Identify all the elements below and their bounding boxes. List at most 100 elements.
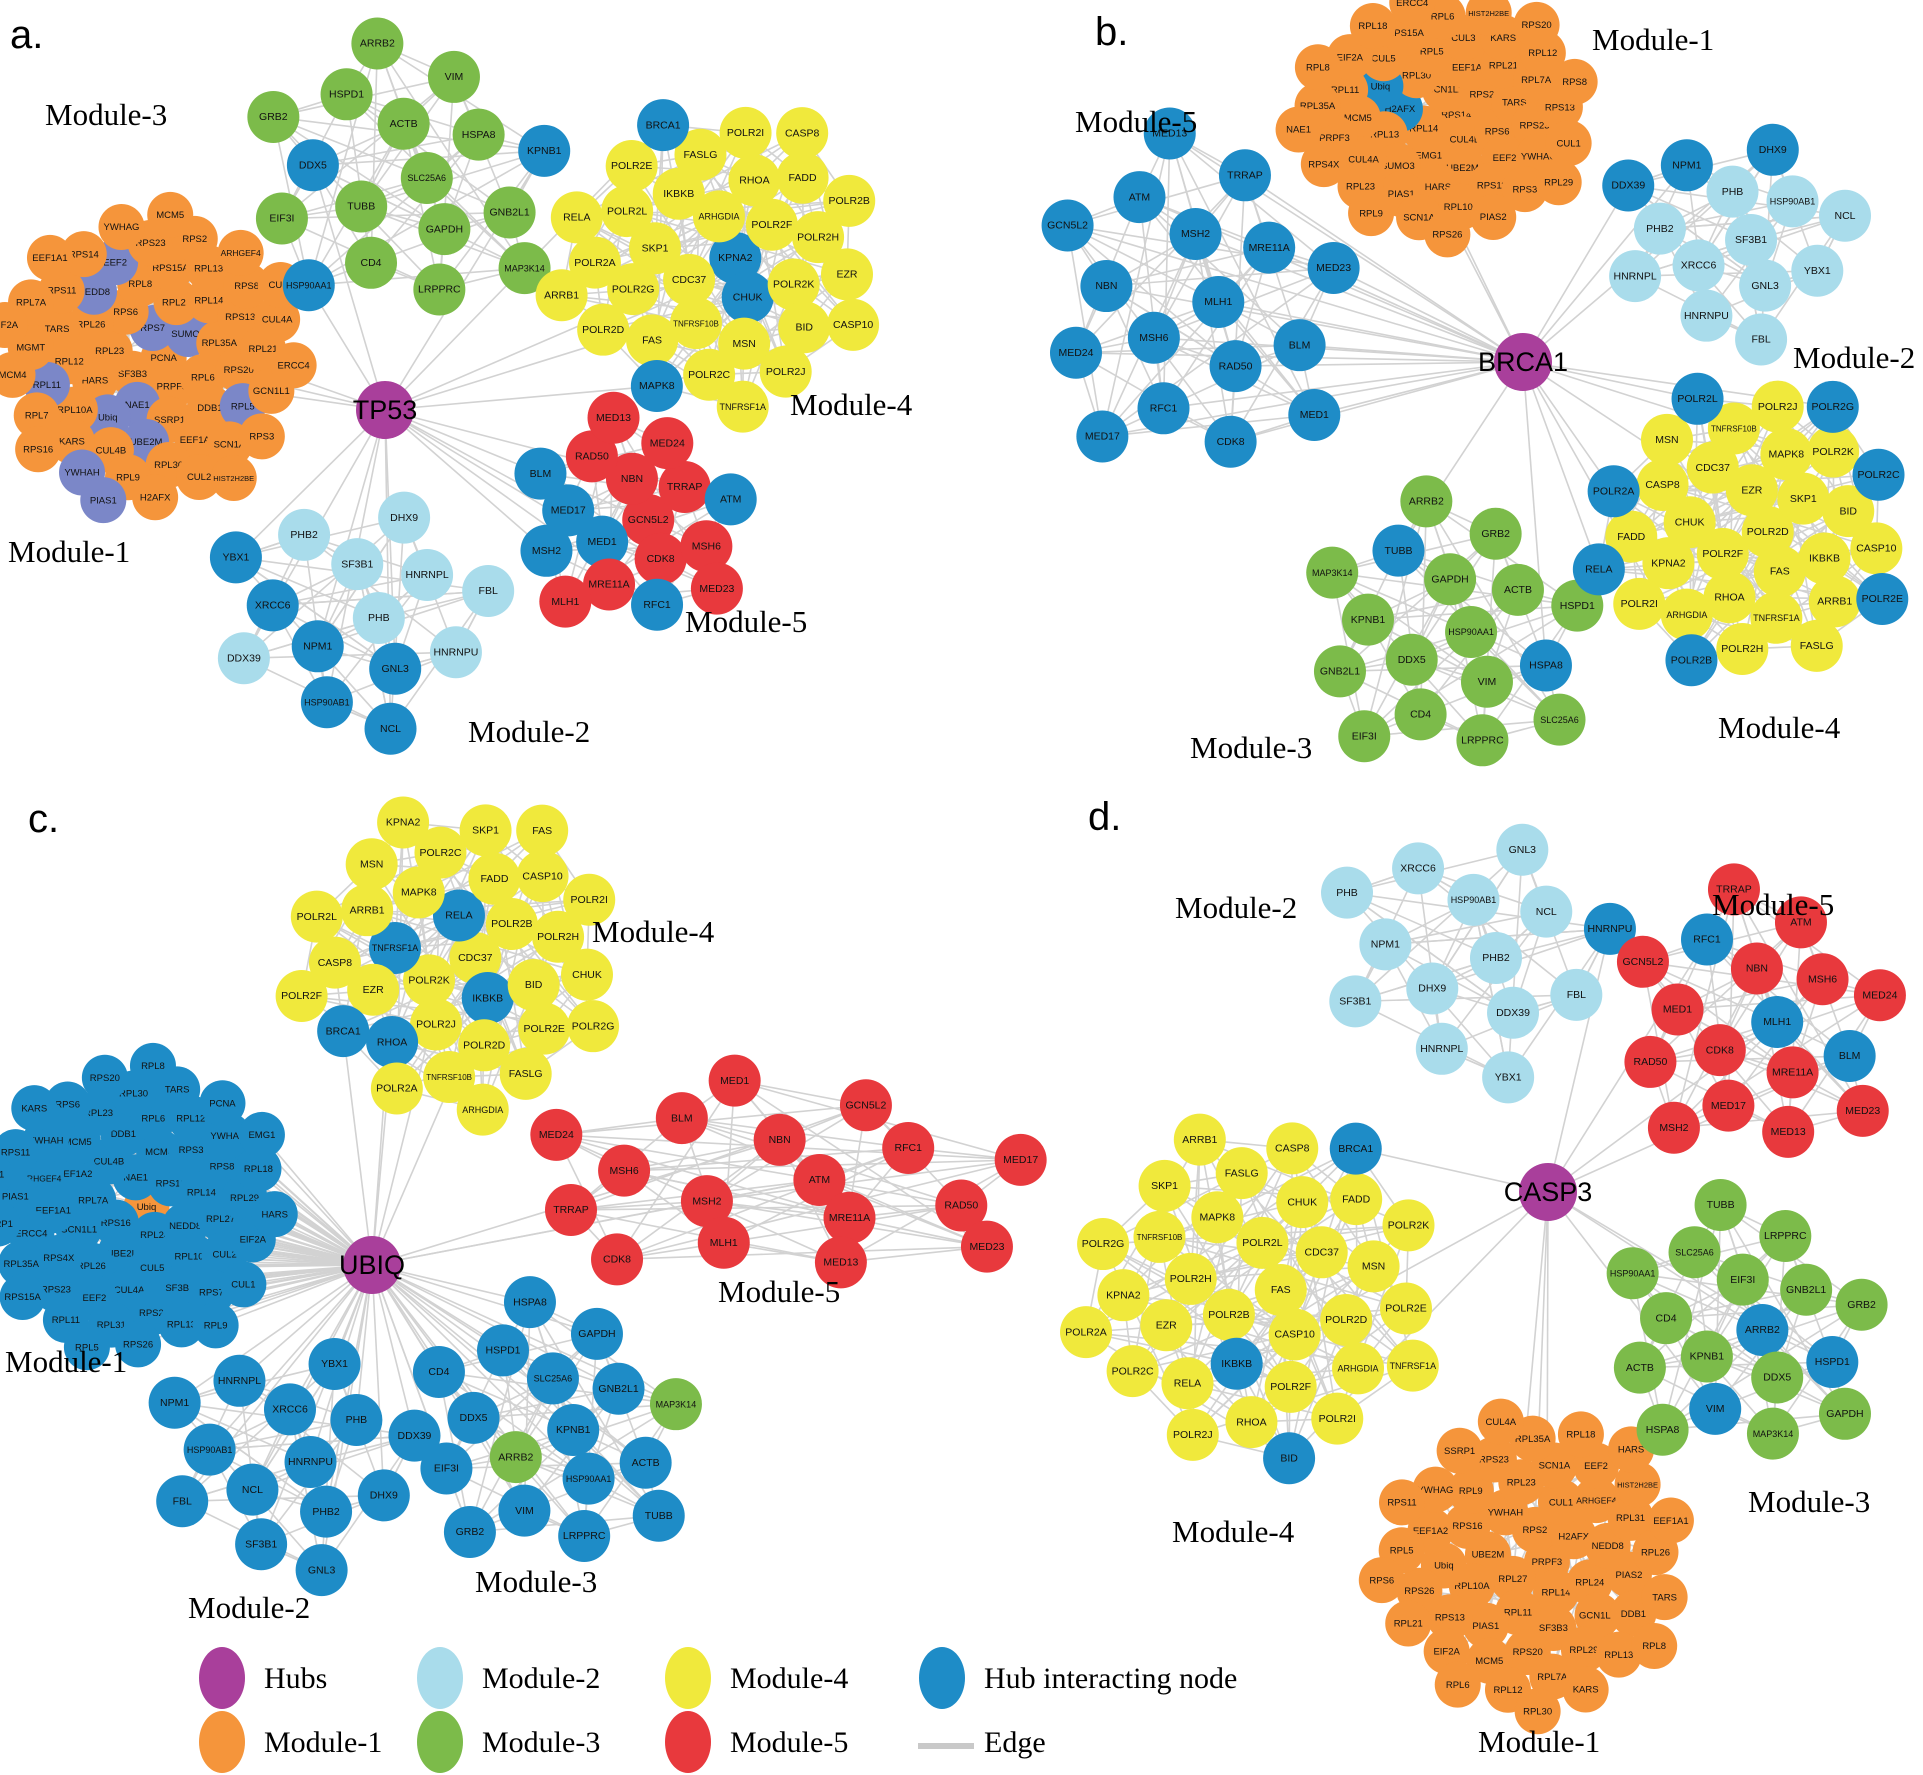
edge <box>616 1245 987 1261</box>
node-map3k14 <box>649 1378 702 1431</box>
node-nbn <box>1080 260 1133 313</box>
edge <box>1162 133 1171 409</box>
node-label-rad50: RAD50 <box>1633 1056 1667 1068</box>
node-label-rps2: RPS2 <box>182 234 207 245</box>
node-ybx1 <box>308 1337 361 1390</box>
node-xrcc6 <box>263 1383 316 1436</box>
node-label-polr2i: POLR2I <box>571 894 608 906</box>
node-label-rpl21: RPL21 <box>248 344 277 355</box>
node-label-cul3: CUL3 <box>1451 33 1475 44</box>
node-cdc37 <box>663 253 716 306</box>
node-label-rps13: RPS13 <box>1435 1612 1465 1623</box>
node-brca1 <box>637 99 690 152</box>
node-label-polr2g: POLR2G <box>1811 401 1854 413</box>
node-msh6 <box>1796 953 1849 1006</box>
node-label-gnl3: GNL3 <box>1509 844 1537 856</box>
node-label-msh6: MSH6 <box>1808 973 1837 985</box>
hub-edge <box>371 1264 598 1335</box>
node-cdk8 <box>634 532 687 585</box>
node-label-rpl5: RPL5 <box>1420 46 1444 57</box>
edge <box>1722 406 1834 555</box>
edge <box>402 123 441 290</box>
node-label-tubb: TUBB <box>1707 1199 1735 1211</box>
edge <box>1075 174 1246 354</box>
node-label-phb: PHB <box>346 1414 368 1426</box>
node-label-npm1: NPM1 <box>160 1397 189 1409</box>
node-label-eef2: EEF2 <box>1493 153 1517 164</box>
node-label-arrb2: ARRB2 <box>498 1451 533 1463</box>
node-rps20 <box>81 1054 128 1101</box>
node-arhgdia <box>1332 1342 1385 1395</box>
node-label-gcn5l2: GCN5L2 <box>628 514 669 526</box>
node-gnl3 <box>295 1544 348 1597</box>
node-rad50 <box>935 1179 988 1232</box>
node-label-med24: MED24 <box>539 1129 574 1141</box>
node-label-rps11: RPS11 <box>47 286 76 297</box>
node-label-gnl3: GNL3 <box>308 1564 336 1576</box>
node-mlh1 <box>697 1216 750 1269</box>
node-label-polr2h: POLR2H <box>537 931 579 943</box>
legend-label-module-5: Module-5 <box>730 1726 848 1759</box>
node-polr2g <box>567 1000 620 1053</box>
node-label-blm: BLM <box>1289 339 1311 351</box>
node-polr2k <box>403 954 456 1007</box>
node-polr2k <box>1382 1199 1435 1252</box>
node-label-rps6: RPS6 <box>55 1100 80 1111</box>
node-label-rpl26: RPL26 <box>1641 1547 1670 1558</box>
node-polr2i <box>563 873 616 926</box>
node-casp8 <box>308 936 361 989</box>
node-label-hnrnpl: HNRNPL <box>218 1375 261 1387</box>
node-label-tnfrsf10b: TNFRSF10B <box>426 1073 472 1082</box>
node-label-rpl35a: RPL35A <box>1515 1434 1551 1445</box>
legend: Hubs Module-1 Module-2 Module-3 Module-4 Modu… <box>199 1647 1237 1773</box>
node-hnrnpu <box>284 1436 337 1488</box>
node-label-hspd1: HSPD1 <box>1560 600 1595 612</box>
node-label-rpl18: RPL18 <box>1358 21 1387 32</box>
node-label-xrcc6: XRCC6 <box>1681 260 1717 272</box>
legend-label-module-2: Module-2 <box>482 1662 600 1695</box>
node-vim <box>1689 1382 1742 1435</box>
node-msn <box>345 838 398 891</box>
hub-edge <box>1522 185 1629 363</box>
node-polr2h <box>1716 622 1769 675</box>
node-label-tars: TARS <box>45 324 70 335</box>
hub-edge <box>371 1264 574 1431</box>
node-ncl <box>1520 885 1573 938</box>
legend-swatch-hub-interacting-node <box>919 1647 965 1709</box>
node-hspd1 <box>476 1324 529 1377</box>
node-label-atm: ATM <box>809 1174 830 1186</box>
node-label-med23: MED23 <box>1845 1105 1880 1117</box>
node-polr2f <box>275 969 328 1022</box>
edge <box>819 1179 988 1248</box>
node-label-actb: ACTB <box>632 1457 660 1469</box>
node-rps3 <box>238 413 285 460</box>
panel-a-module-1-label: Module-1 <box>8 534 130 569</box>
node-label-rps2: RPS2 <box>1523 1525 1548 1536</box>
hub-edge <box>209 1264 373 1451</box>
node-label-grb2: GRB2 <box>259 111 288 123</box>
node-chuk <box>721 271 774 324</box>
node-gnb2l1 <box>1313 645 1366 698</box>
node-rpl9 <box>192 1302 239 1349</box>
node-label-rps2: RPS2 <box>139 1308 164 1319</box>
node-msh6 <box>680 520 733 573</box>
edge <box>1339 664 1546 673</box>
node-polr2b <box>823 174 876 227</box>
node-label-rpl31: RPL31 <box>97 1320 126 1331</box>
node-ikbkb <box>461 972 514 1025</box>
node-label-rps7: RPS7 <box>199 1287 224 1298</box>
node-tnfrsf10b <box>423 1051 476 1104</box>
node-label-med1: MED1 <box>588 536 617 548</box>
hub-edge <box>1333 267 1524 363</box>
node-label-rpl18: RPL18 <box>244 1164 273 1175</box>
node-polr2b <box>1202 1288 1255 1341</box>
node-cul4a <box>254 296 301 343</box>
node-label-mapk8: MAPK8 <box>639 380 675 392</box>
node-label-ezr: EZR <box>363 984 384 996</box>
node-polr2c <box>1106 1345 1159 1398</box>
edge <box>1169 132 1335 269</box>
node-polr2h <box>1164 1252 1217 1305</box>
node-polr2h <box>792 211 845 264</box>
node-rps26 <box>115 1321 162 1368</box>
node-label-arhgef4: ARHGEF4 <box>1576 1495 1616 1505</box>
